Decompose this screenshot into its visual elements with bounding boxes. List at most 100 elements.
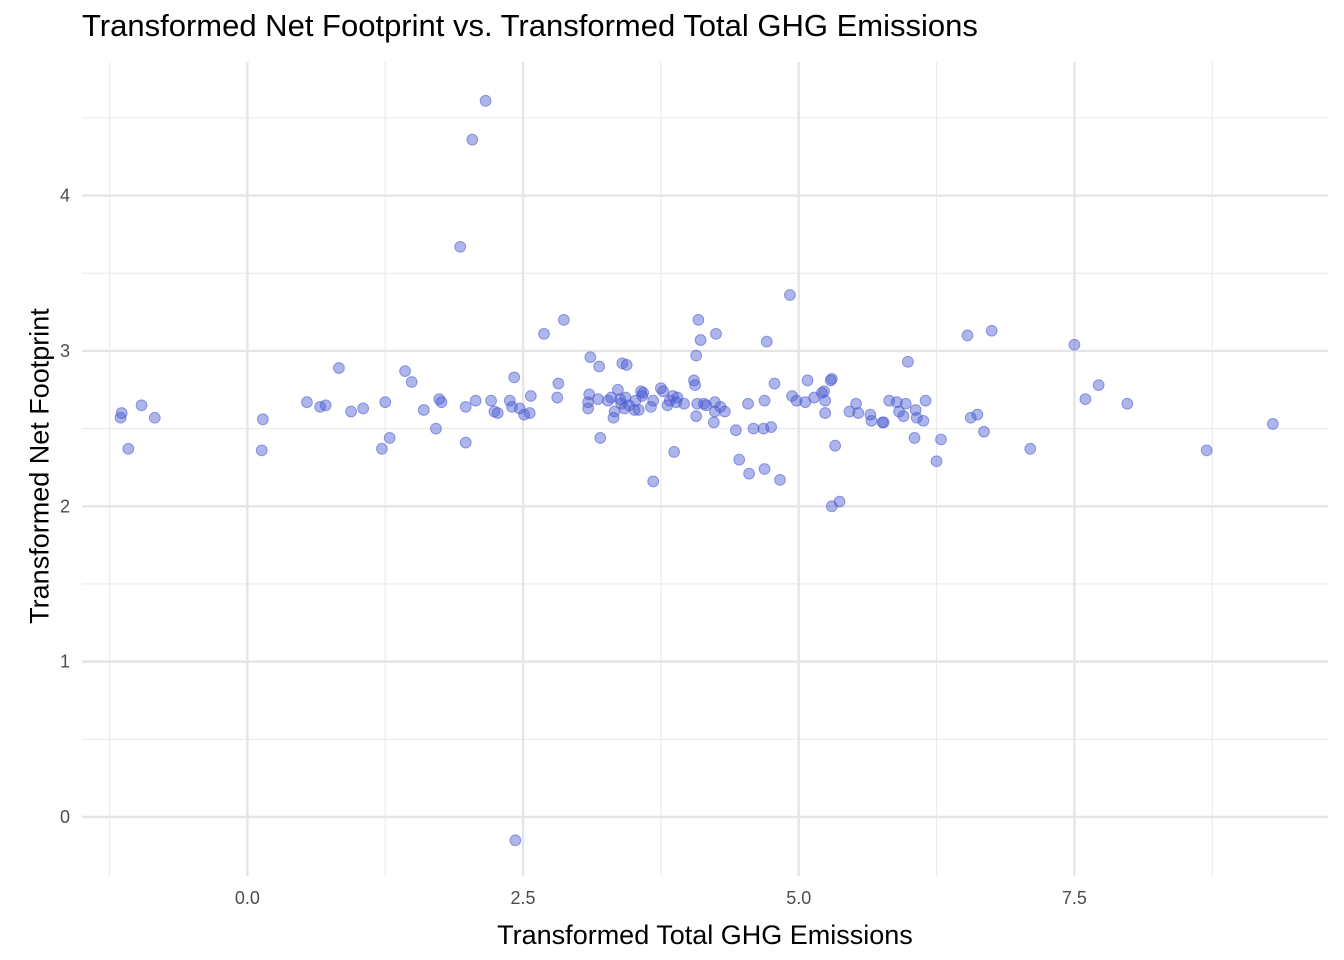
- data-point: [611, 383, 624, 396]
- data-point: [917, 414, 930, 427]
- data-point: [893, 405, 905, 418]
- data-point: [605, 391, 618, 404]
- data-point: [818, 385, 830, 398]
- data-point: [1024, 442, 1037, 455]
- data-point: [1068, 338, 1081, 351]
- data-point: [399, 365, 411, 378]
- data-point: [620, 359, 633, 371]
- x-axis-label: Transformed Total GHG Emissions: [497, 920, 913, 950]
- data-point: [552, 377, 565, 390]
- data-point: [692, 313, 705, 326]
- y-tick-label: 0: [60, 807, 70, 827]
- minor-gridlines: [82, 62, 1328, 876]
- data-point: [742, 397, 754, 410]
- data-point: [454, 240, 467, 253]
- data-point: [523, 407, 536, 419]
- data-point: [114, 411, 127, 424]
- y-axis-label: Transformed Net Footprint: [24, 308, 55, 624]
- chart-title: Transformed Net Footprint vs. Transforme…: [82, 8, 978, 43]
- x-tick-label: 5.0: [786, 888, 811, 908]
- data-point: [513, 402, 526, 415]
- data-point: [897, 410, 910, 423]
- data-point: [668, 446, 681, 458]
- data-point: [255, 444, 268, 457]
- data-point: [1092, 379, 1105, 392]
- data-point: [459, 436, 472, 449]
- data-point: [115, 407, 128, 419]
- data-point: [710, 327, 722, 340]
- data-point: [733, 453, 746, 466]
- data-point: [1079, 393, 1092, 405]
- data-point: [466, 133, 479, 146]
- data-point: [632, 404, 645, 416]
- x-tick-label: 2.5: [511, 888, 536, 908]
- data-point: [760, 335, 773, 348]
- major-gridlines: [82, 62, 1328, 876]
- y-axis-ticks: 0 1 2 3 4: [60, 186, 70, 827]
- y-tick-label: 2: [60, 496, 70, 516]
- data-point: [594, 432, 607, 444]
- data-point: [557, 313, 570, 326]
- data-point: [910, 411, 923, 424]
- data-point: [122, 442, 135, 455]
- data-point: [801, 374, 814, 387]
- data-point: [819, 407, 832, 419]
- data-point: [376, 442, 388, 455]
- data-point: [1200, 444, 1213, 457]
- data-point: [301, 396, 313, 409]
- data-point: [843, 405, 856, 418]
- x-tick-label: 0.0: [235, 888, 260, 908]
- x-axis-ticks: 0.0 2.5 5.0 7.5: [235, 888, 1087, 908]
- data-point: [379, 396, 392, 409]
- data-point: [1266, 418, 1279, 430]
- data-point: [729, 424, 742, 437]
- data-point: [899, 397, 912, 410]
- data-point: [707, 416, 720, 429]
- data-point: [345, 405, 357, 418]
- data-point: [509, 834, 522, 847]
- data-point: [784, 289, 796, 301]
- data-point: [964, 411, 977, 424]
- data-point: [503, 394, 516, 407]
- data-point: [582, 402, 595, 415]
- data-point: [718, 405, 731, 418]
- data-point: [961, 329, 974, 342]
- data-point: [971, 408, 984, 421]
- data-point: [592, 393, 604, 405]
- data-point: [148, 411, 161, 424]
- data-point: [491, 407, 504, 419]
- data-point: [435, 396, 448, 409]
- data-point: [768, 377, 781, 390]
- data-point: [919, 394, 932, 407]
- data-point: [833, 495, 846, 508]
- data-point: [700, 399, 713, 412]
- data-point: [852, 407, 865, 419]
- data-point: [593, 360, 606, 373]
- data-point: [714, 400, 727, 413]
- data-point: [645, 400, 657, 413]
- data-point: [628, 404, 641, 416]
- data-point: [790, 394, 803, 407]
- data-point: [689, 379, 701, 392]
- data-point: [383, 432, 396, 444]
- data-point: [774, 473, 786, 486]
- data-point: [690, 349, 703, 362]
- data-point: [256, 413, 269, 426]
- data-point: [333, 362, 345, 374]
- data-point: [357, 402, 370, 415]
- data-point: [485, 394, 497, 407]
- data-point: [825, 373, 838, 385]
- data-point: [657, 385, 669, 398]
- data-point: [978, 425, 990, 438]
- data-point: [678, 397, 690, 410]
- data-point: [747, 422, 760, 435]
- data-point: [647, 394, 660, 407]
- data-point: [829, 439, 842, 452]
- data-point: [901, 355, 914, 368]
- data-point: [688, 374, 700, 387]
- y-tick-label: 4: [60, 186, 70, 206]
- data-point: [459, 400, 472, 413]
- data-point: [690, 410, 703, 423]
- data-point: [765, 421, 778, 433]
